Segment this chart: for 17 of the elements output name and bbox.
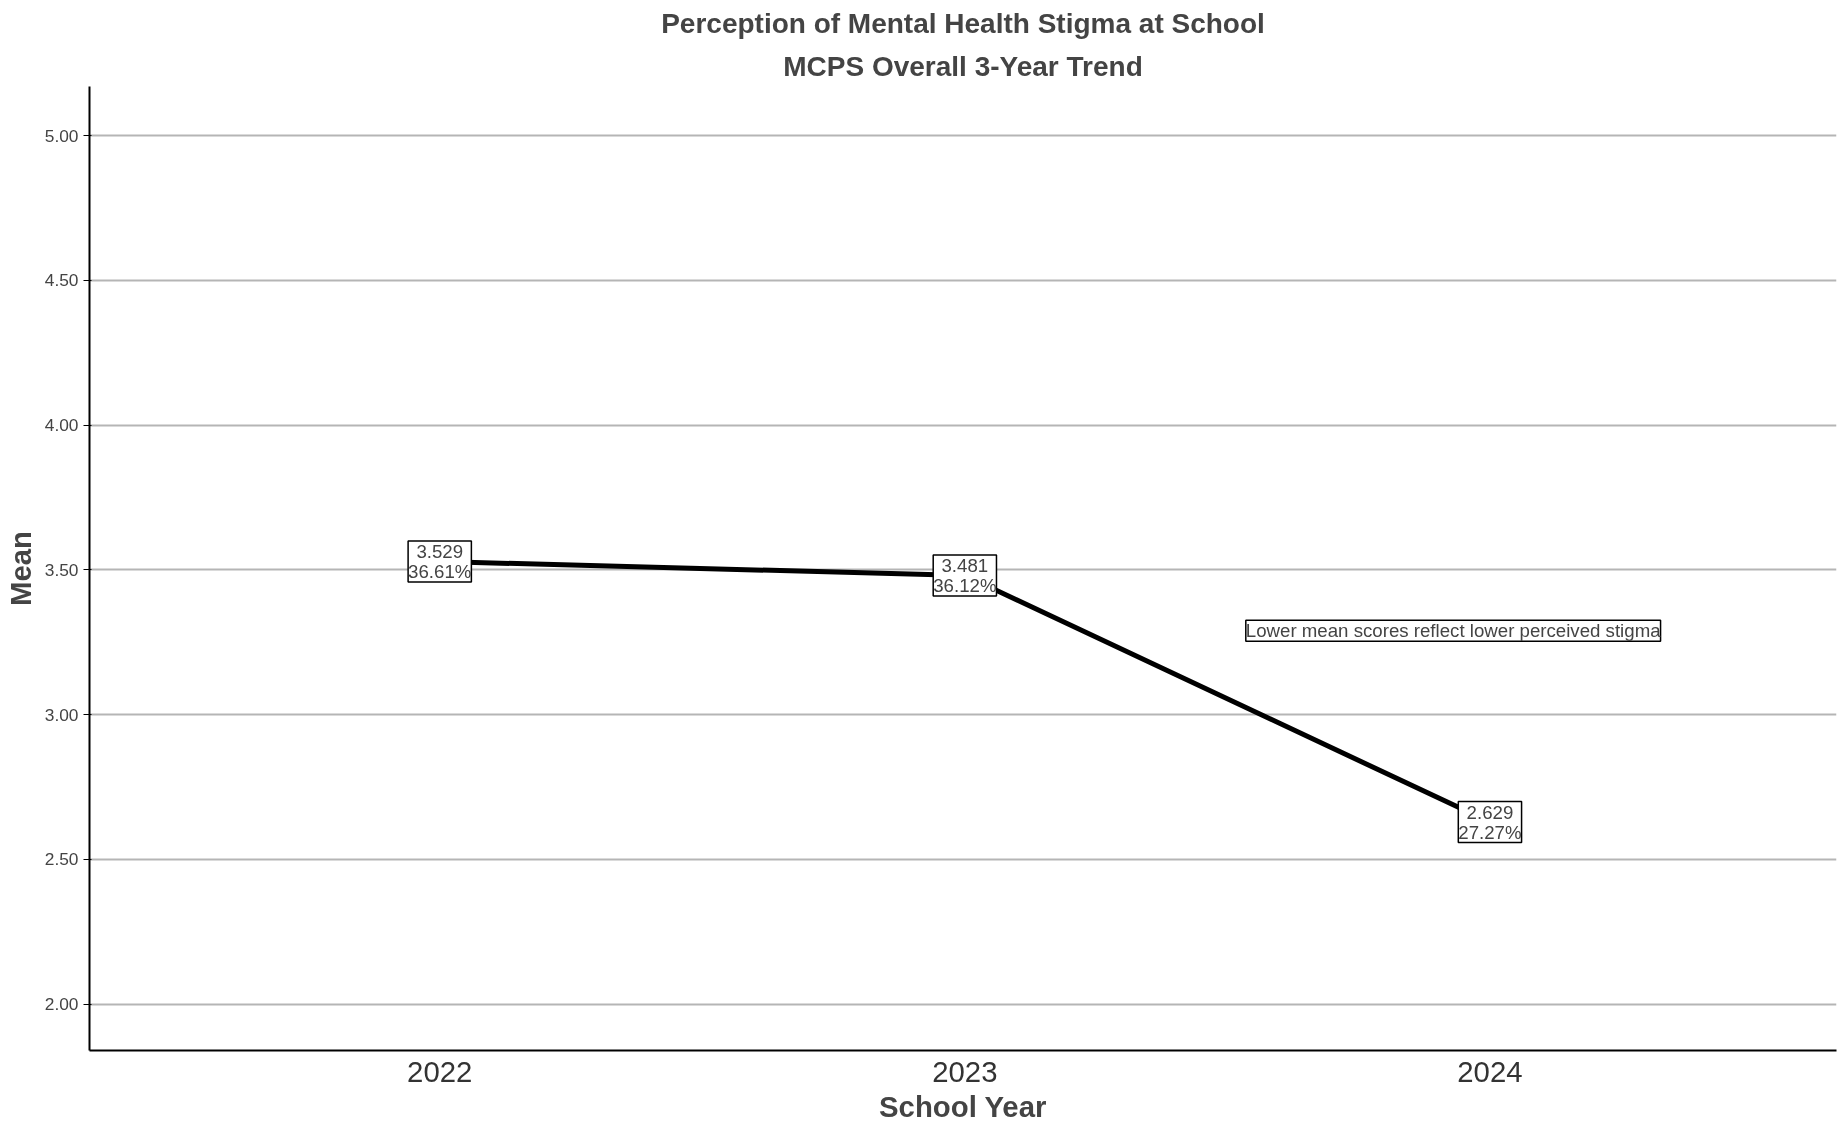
y-tick-label: 3.00	[44, 704, 79, 725]
x-axis-title: School Year	[879, 1089, 1047, 1123]
x-tick-label: 2023	[932, 1054, 998, 1088]
y-tick-label: 3.50	[44, 559, 79, 580]
y-axis-title: Mean	[3, 531, 37, 606]
chart-title: Perception of Mental Health Stigma at School	[661, 7, 1265, 39]
data-label: 2.629 27.27%	[1458, 801, 1522, 843]
data-label: 3.481 36.12%	[933, 554, 997, 596]
x-tick-label: 2022	[407, 1054, 473, 1088]
data-label: 3.529 36.61%	[408, 541, 472, 583]
y-tick-label: 2.50	[44, 849, 79, 870]
y-tick-label: 4.00	[44, 415, 79, 436]
x-tick-label: 2024	[1457, 1054, 1523, 1088]
chart-subtitle: MCPS Overall 3-Year Trend	[783, 50, 1143, 82]
y-tick-label: 2.00	[44, 994, 79, 1015]
y-tick-label: 5.00	[44, 125, 79, 146]
y-tick-label: 4.50	[44, 270, 79, 291]
